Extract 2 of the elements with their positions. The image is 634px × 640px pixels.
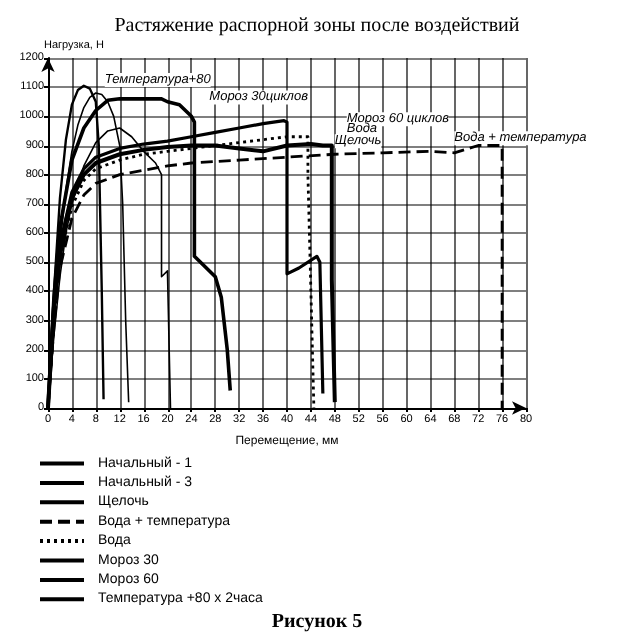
chart-title: Растяжение распорной зоны после воздействий (114, 15, 521, 37)
text: Рисунок 5 (271, 611, 363, 633)
